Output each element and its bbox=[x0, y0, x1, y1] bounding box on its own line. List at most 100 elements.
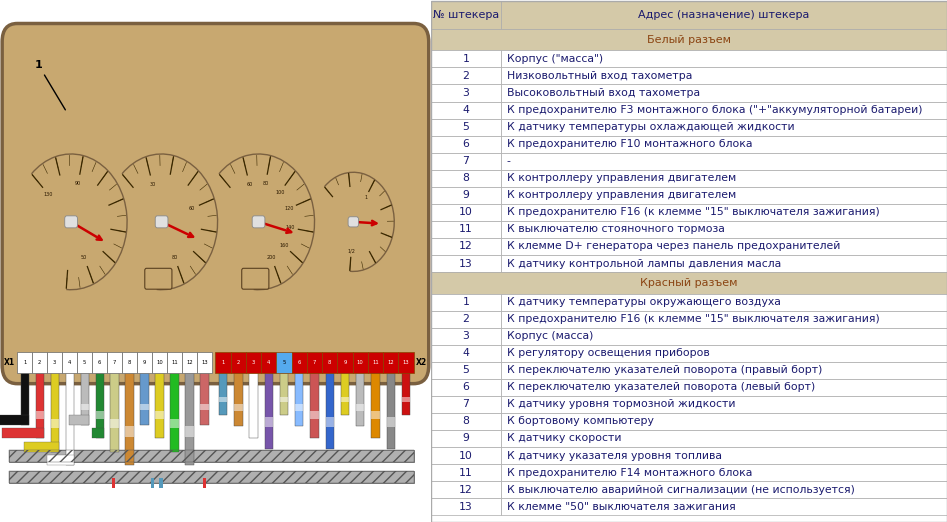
Bar bbox=[501, 362, 947, 379]
Text: Белый разъем: Белый разъем bbox=[647, 34, 731, 45]
Bar bbox=[501, 379, 947, 396]
Bar bbox=[431, 238, 501, 255]
Text: 7: 7 bbox=[113, 360, 116, 365]
Bar bbox=[96, 411, 104, 419]
Bar bbox=[501, 396, 947, 413]
Bar bbox=[326, 418, 334, 426]
Bar bbox=[280, 373, 288, 415]
Bar bbox=[122, 352, 137, 373]
Text: К бортовому компьютеру: К бортовому компьютеру bbox=[507, 417, 653, 426]
Text: К выключателю стояночного тормоза: К выключателю стояночного тормоза bbox=[507, 224, 724, 234]
Bar bbox=[501, 311, 947, 328]
Text: 10: 10 bbox=[458, 207, 473, 217]
Bar bbox=[69, 416, 89, 425]
Text: 2: 2 bbox=[38, 360, 42, 365]
Text: 10: 10 bbox=[357, 360, 364, 365]
Bar bbox=[384, 352, 399, 373]
Bar bbox=[501, 102, 947, 118]
Bar bbox=[155, 411, 164, 419]
Bar bbox=[501, 136, 947, 153]
Bar bbox=[431, 51, 501, 67]
Bar bbox=[402, 373, 410, 415]
Text: 60: 60 bbox=[189, 206, 195, 211]
Text: 7: 7 bbox=[462, 156, 469, 166]
Bar bbox=[386, 373, 395, 449]
Bar bbox=[111, 373, 118, 452]
Text: 10: 10 bbox=[156, 360, 163, 365]
Bar bbox=[80, 404, 89, 410]
Text: X2: X2 bbox=[416, 358, 427, 367]
Bar bbox=[264, 418, 273, 426]
Text: 200: 200 bbox=[267, 255, 277, 260]
Bar bbox=[326, 373, 334, 449]
Text: 3: 3 bbox=[252, 360, 255, 365]
Text: 8: 8 bbox=[128, 360, 132, 365]
Bar bbox=[140, 404, 149, 410]
Text: 60: 60 bbox=[246, 182, 253, 186]
Bar bbox=[431, 187, 501, 204]
Bar bbox=[431, 67, 501, 85]
Bar bbox=[431, 118, 501, 136]
Text: Корпус (масса): Корпус (масса) bbox=[507, 331, 593, 341]
FancyBboxPatch shape bbox=[348, 217, 359, 227]
Bar bbox=[501, 170, 947, 187]
Bar bbox=[234, 404, 242, 410]
Text: К датчику контрольной лампы давления масла: К датчику контрольной лампы давления мас… bbox=[507, 258, 781, 268]
Bar bbox=[9, 471, 414, 483]
Text: 9: 9 bbox=[462, 433, 469, 444]
Bar bbox=[431, 328, 501, 345]
Text: 12: 12 bbox=[459, 242, 473, 252]
Text: 2: 2 bbox=[462, 314, 469, 324]
Text: Низковольтный вход тахометра: Низковольтный вход тахометра bbox=[507, 71, 692, 81]
Bar bbox=[501, 153, 947, 170]
Text: 11: 11 bbox=[372, 360, 379, 365]
Bar bbox=[501, 1, 947, 29]
Bar bbox=[431, 413, 501, 430]
Text: К предохранителю F14 монтажного блока: К предохранителю F14 монтажного блока bbox=[507, 468, 752, 478]
Text: X1: X1 bbox=[4, 358, 15, 367]
Bar bbox=[341, 397, 349, 402]
Bar bbox=[137, 352, 152, 373]
FancyBboxPatch shape bbox=[145, 268, 172, 289]
Bar bbox=[201, 373, 208, 425]
FancyBboxPatch shape bbox=[155, 216, 168, 228]
Text: К датчику указателя уровня топлива: К датчику указателя уровня топлива bbox=[507, 450, 722, 460]
Bar bbox=[371, 411, 380, 419]
FancyBboxPatch shape bbox=[64, 216, 78, 228]
Bar bbox=[152, 352, 167, 373]
Bar bbox=[231, 352, 246, 373]
Bar bbox=[36, 411, 44, 419]
Bar bbox=[182, 352, 197, 373]
Bar bbox=[50, 419, 59, 428]
Bar bbox=[46, 455, 74, 465]
Bar bbox=[47, 352, 63, 373]
Text: 13: 13 bbox=[459, 502, 473, 512]
Bar bbox=[277, 352, 292, 373]
Text: К датчику температуры окружающего воздуха: К датчику температуры окружающего воздух… bbox=[507, 297, 780, 307]
Bar bbox=[501, 255, 947, 272]
Bar bbox=[386, 418, 395, 426]
Text: 5: 5 bbox=[462, 365, 469, 375]
Bar bbox=[431, 447, 501, 464]
Bar bbox=[322, 352, 337, 373]
Text: 1/2: 1/2 bbox=[348, 248, 355, 253]
Text: 1: 1 bbox=[365, 195, 367, 200]
Text: К контроллеру управления двигателем: К контроллеру управления двигателем bbox=[507, 173, 736, 183]
Bar bbox=[431, 430, 501, 447]
Bar bbox=[341, 373, 349, 415]
Text: 7: 7 bbox=[462, 399, 469, 409]
Text: 5: 5 bbox=[282, 360, 286, 365]
Text: 11: 11 bbox=[459, 468, 473, 478]
Bar bbox=[92, 429, 104, 438]
Bar bbox=[501, 293, 947, 311]
Text: 12: 12 bbox=[187, 360, 193, 365]
Text: 12: 12 bbox=[459, 484, 473, 495]
Text: К переключателю указателей поворота (левый борт): К переключателю указателей поворота (лев… bbox=[507, 382, 815, 393]
Bar bbox=[307, 352, 322, 373]
Bar bbox=[431, 136, 501, 153]
Bar bbox=[77, 352, 92, 373]
Text: 100: 100 bbox=[276, 190, 285, 195]
Text: 8: 8 bbox=[462, 173, 469, 183]
Text: 3: 3 bbox=[462, 88, 469, 98]
Text: К переключателю указателей поворота (правый борт): К переключателю указателей поворота (пра… bbox=[507, 365, 822, 375]
